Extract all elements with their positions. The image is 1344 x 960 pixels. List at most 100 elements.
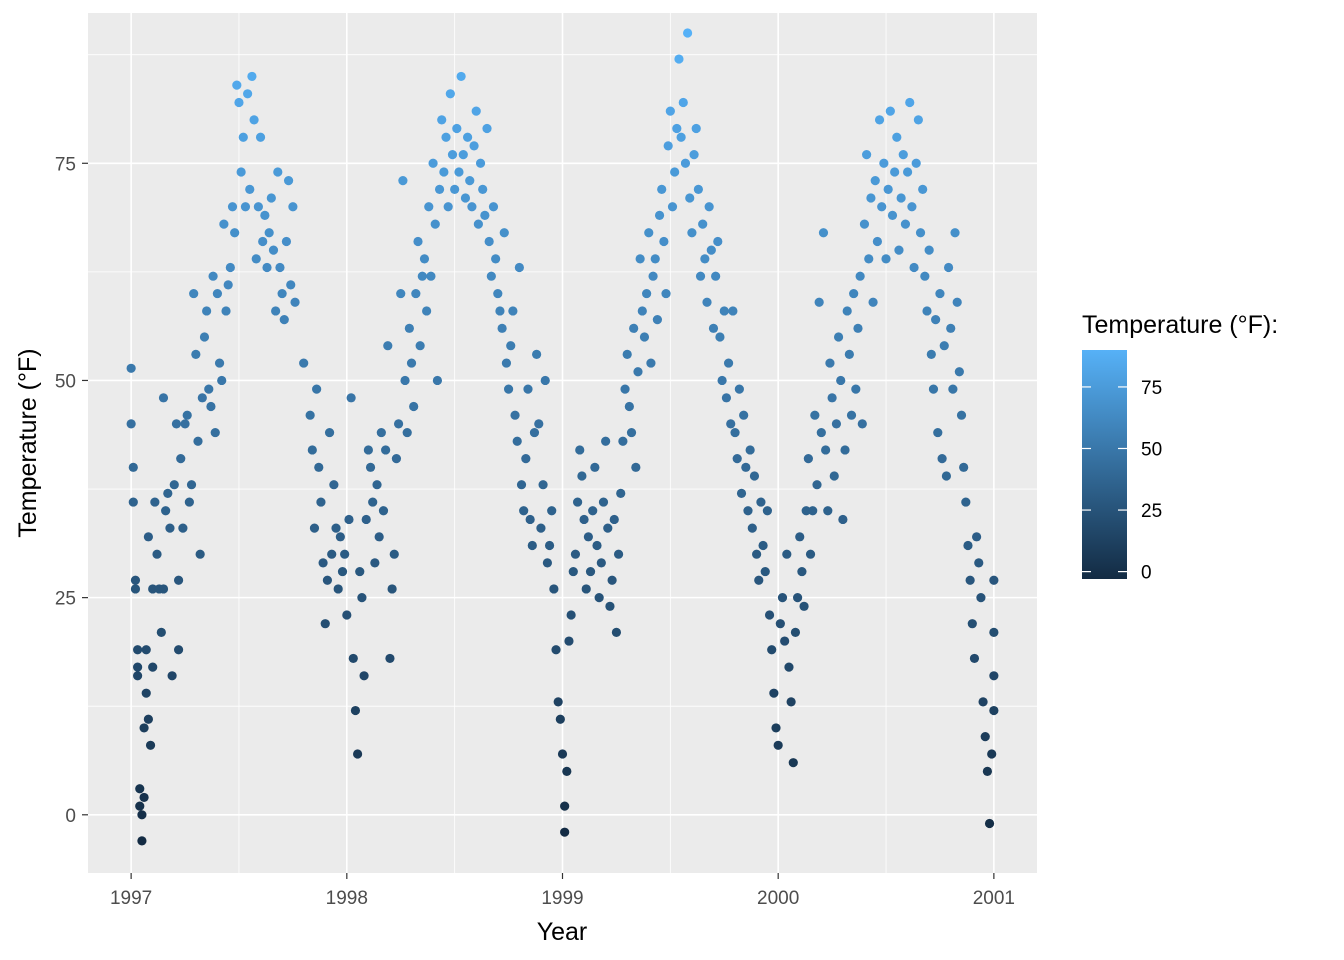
data-point: [359, 671, 369, 681]
data-point: [363, 445, 373, 455]
data-point: [529, 427, 540, 438]
data-point: [417, 271, 427, 281]
data-point: [762, 506, 772, 516]
data-point: [488, 202, 499, 212]
data-point: [963, 540, 973, 551]
data-point: [717, 375, 727, 386]
data-point: [409, 401, 419, 412]
data-point: [434, 184, 445, 194]
data-point: [909, 262, 919, 273]
data-point: [890, 167, 900, 177]
data-point: [376, 427, 386, 438]
data-point: [452, 123, 462, 134]
data-point: [881, 254, 891, 264]
data-point: [471, 106, 481, 116]
data-point: [866, 193, 876, 203]
data-point: [801, 506, 811, 516]
data-point: [743, 506, 753, 516]
data-point: [594, 593, 604, 603]
data-point: [419, 254, 430, 264]
data-point: [838, 514, 848, 525]
data-point: [810, 410, 820, 420]
data-point: [974, 558, 984, 568]
data-point: [519, 506, 529, 516]
data-point: [182, 410, 192, 420]
data-point: [475, 158, 486, 168]
data-point: [874, 115, 885, 125]
data-point: [400, 375, 410, 386]
data-point: [236, 167, 246, 177]
data-point: [943, 262, 954, 273]
data-point: [622, 349, 632, 359]
data-point: [913, 115, 923, 125]
data-point: [393, 419, 404, 429]
data-point: [305, 410, 315, 420]
data-point: [579, 514, 589, 525]
data-point: [365, 462, 376, 472]
data-point: [163, 488, 173, 498]
data-point: [536, 523, 546, 533]
data-point: [989, 705, 999, 716]
legend-colorbar: [1082, 350, 1127, 579]
data-point: [478, 184, 488, 194]
data-point: [704, 202, 714, 212]
data-point: [180, 419, 190, 429]
data-point: [803, 454, 813, 464]
x-tick-label: 2000: [757, 888, 799, 909]
data-point: [560, 801, 570, 811]
data-point: [961, 497, 971, 507]
data-point: [150, 497, 160, 507]
data-point: [754, 575, 764, 585]
data-point: [603, 523, 613, 533]
data-point: [469, 141, 479, 151]
data-point: [887, 210, 898, 221]
data-point: [484, 236, 494, 247]
data-point: [547, 506, 557, 516]
x-tick-label: 2001: [973, 888, 1015, 909]
data-point: [926, 349, 936, 359]
data-point: [381, 445, 391, 455]
data-point: [510, 410, 520, 420]
data-point: [935, 288, 945, 299]
data-point: [309, 523, 320, 533]
data-point: [542, 558, 553, 568]
data-point: [266, 193, 276, 203]
data-point: [862, 149, 872, 160]
data-point: [788, 758, 798, 768]
data-point: [857, 419, 867, 429]
data-point: [933, 427, 943, 438]
data-point: [525, 514, 535, 525]
data-point: [642, 288, 652, 299]
data-point: [176, 454, 186, 464]
data-point: [288, 202, 298, 212]
data-point: [189, 288, 199, 299]
data-point: [855, 271, 865, 281]
data-point: [637, 306, 647, 316]
data-point: [659, 236, 669, 247]
data-point: [654, 210, 665, 221]
data-point: [816, 427, 826, 438]
data-point: [197, 393, 207, 403]
data-point: [521, 454, 531, 464]
data-point: [512, 436, 522, 446]
data-point: [426, 271, 436, 281]
data-point: [616, 488, 626, 498]
data-point: [646, 358, 656, 368]
data-point: [575, 445, 585, 455]
data-point: [247, 71, 257, 82]
data-point: [135, 801, 145, 811]
data-point: [823, 506, 833, 516]
data-point: [922, 306, 932, 316]
data-point: [473, 219, 483, 229]
data-point: [281, 236, 292, 247]
data-point: [255, 132, 266, 142]
data-point: [989, 627, 999, 637]
data-point: [128, 497, 138, 507]
data-point: [361, 514, 371, 525]
data-point: [206, 401, 216, 412]
data-point: [549, 584, 559, 594]
data-point: [760, 566, 770, 577]
data-point: [156, 627, 166, 637]
data-point: [480, 210, 490, 221]
data-point: [493, 288, 503, 299]
